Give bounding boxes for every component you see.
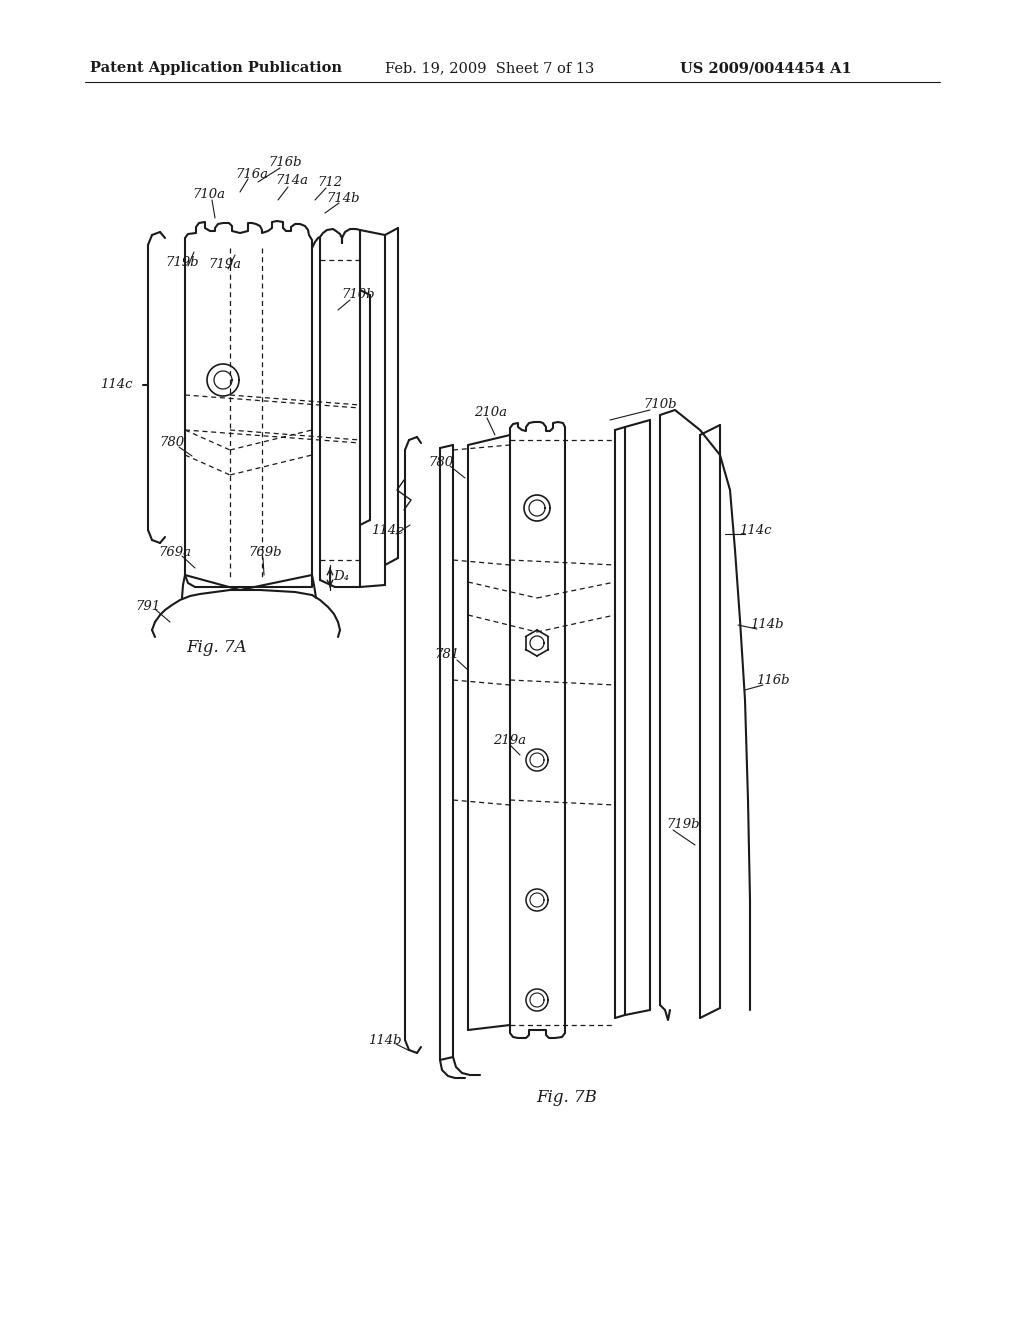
Text: Feb. 19, 2009  Sheet 7 of 13: Feb. 19, 2009 Sheet 7 of 13 xyxy=(385,61,594,75)
Text: 114c: 114c xyxy=(99,379,132,392)
Text: Fig. 7A: Fig. 7A xyxy=(186,639,248,656)
Text: 719a: 719a xyxy=(209,259,242,272)
Text: US 2009/0044454 A1: US 2009/0044454 A1 xyxy=(680,61,852,75)
Text: 219a: 219a xyxy=(494,734,526,747)
Text: 716a: 716a xyxy=(236,168,268,181)
Text: Patent Application Publication: Patent Application Publication xyxy=(90,61,342,75)
Text: 114b: 114b xyxy=(369,1034,401,1047)
Text: 780: 780 xyxy=(428,455,454,469)
Text: 780: 780 xyxy=(160,437,184,450)
Text: 714a: 714a xyxy=(275,174,308,187)
Text: 769a: 769a xyxy=(159,545,191,558)
Text: D₄: D₄ xyxy=(333,570,349,583)
Text: 710b: 710b xyxy=(643,399,677,412)
Text: 710b: 710b xyxy=(341,289,375,301)
Text: 781: 781 xyxy=(434,648,460,661)
Text: 791: 791 xyxy=(135,601,161,614)
Text: 719b: 719b xyxy=(667,818,699,832)
Text: 716b: 716b xyxy=(268,157,302,169)
Text: 114b: 114b xyxy=(751,619,783,631)
Text: 710a: 710a xyxy=(193,189,225,202)
Text: 210a: 210a xyxy=(474,407,508,420)
Text: Fig. 7B: Fig. 7B xyxy=(537,1089,597,1106)
Text: 116b: 116b xyxy=(756,673,790,686)
Text: 719b: 719b xyxy=(165,256,199,268)
Text: 769b: 769b xyxy=(248,546,282,560)
Text: 712: 712 xyxy=(317,177,343,190)
Text: 114c: 114c xyxy=(371,524,403,536)
Text: 114c: 114c xyxy=(738,524,771,536)
Text: 714b: 714b xyxy=(327,191,359,205)
